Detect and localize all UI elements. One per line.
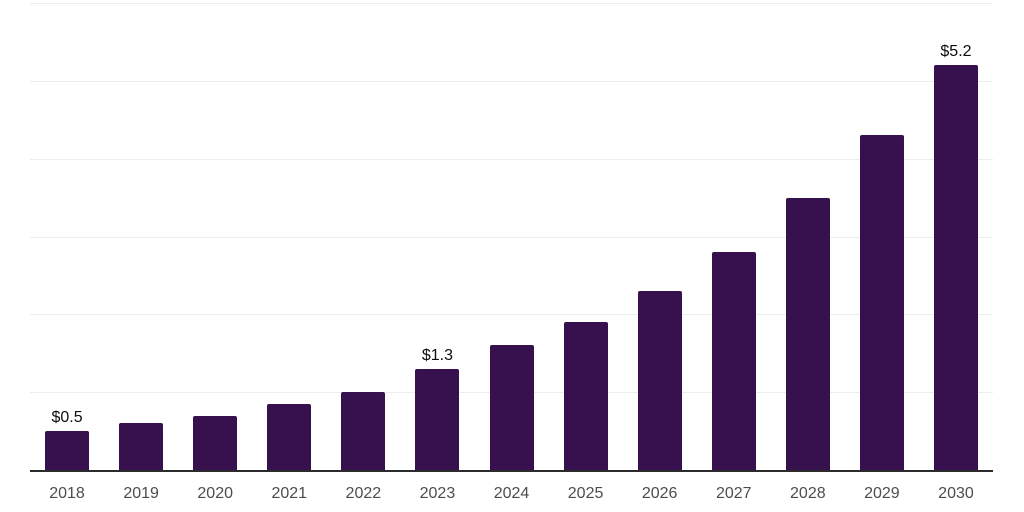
bar-2022 [341, 392, 386, 470]
bar-2030: $5.2 [933, 43, 978, 470]
bar-2020 [193, 415, 238, 470]
x-tick-label-2029: 2029 [864, 485, 900, 502]
bar-band-2022 [326, 3, 400, 470]
x-tick-label-2025: 2025 [567, 485, 604, 502]
bar-2023: $1.3 [415, 347, 460, 470]
bar-value-label-2018: $0.5 [51, 409, 83, 427]
bar-band-2023: $1.3 [400, 3, 474, 470]
plot-area: $0.5 $1.3 $5.2 [30, 3, 993, 472]
bar-band-2026 [623, 3, 697, 470]
bar-2026 [637, 290, 682, 470]
bar-band-2024 [474, 3, 548, 470]
bar-band-2029 [845, 3, 919, 470]
bar-band-2030: $5.2 [919, 3, 993, 470]
bar-2028 [785, 197, 830, 470]
x-axis-labels: 2018 2019 2020 2021 2022 2023 2024 2025 2026 2027… [30, 482, 993, 506]
bars-container: $0.5 $1.3 $5.2 [30, 3, 993, 470]
x-tick-label-2027: 2027 [715, 485, 752, 502]
bar-2024 [489, 345, 534, 470]
gridline [30, 236, 993, 238]
x-tick-label-2019: 2019 [123, 485, 159, 502]
bar-band-2019 [104, 3, 178, 470]
bar-2019 [119, 423, 164, 470]
bar-2027 [711, 252, 756, 470]
bar-value-label-2030: $5.2 [940, 43, 972, 61]
bar-band-2021 [252, 3, 326, 470]
x-tick-label-2026: 2026 [641, 485, 678, 502]
x-tick-label-2024: 2024 [493, 485, 530, 502]
bar-2021 [267, 403, 312, 470]
bar-band-2020 [178, 3, 252, 470]
bar-value-label-2023: $1.3 [421, 346, 453, 364]
bar-band-2025 [549, 3, 623, 470]
x-tick-label-2030: 2030 [938, 485, 974, 502]
gridline [30, 314, 993, 316]
bar-band-2028 [771, 3, 845, 470]
bar-2018: $0.5 [45, 409, 90, 470]
x-tick-label-2018: 2018 [49, 485, 85, 502]
x-tick-label-2023: 2023 [419, 485, 456, 502]
x-tick-label-2020: 2020 [197, 485, 233, 502]
gridline [30, 158, 993, 160]
bar-band-2027 [697, 3, 771, 470]
x-tick-label-2021: 2021 [271, 485, 308, 502]
gridline [30, 3, 993, 4]
bar-2029 [859, 135, 904, 470]
bar-2025 [563, 322, 608, 470]
gridline [30, 80, 993, 82]
x-tick-label-2028: 2028 [790, 485, 826, 502]
x-tick-label-2022: 2022 [345, 485, 382, 502]
bar-band-2018: $0.5 [30, 3, 104, 470]
